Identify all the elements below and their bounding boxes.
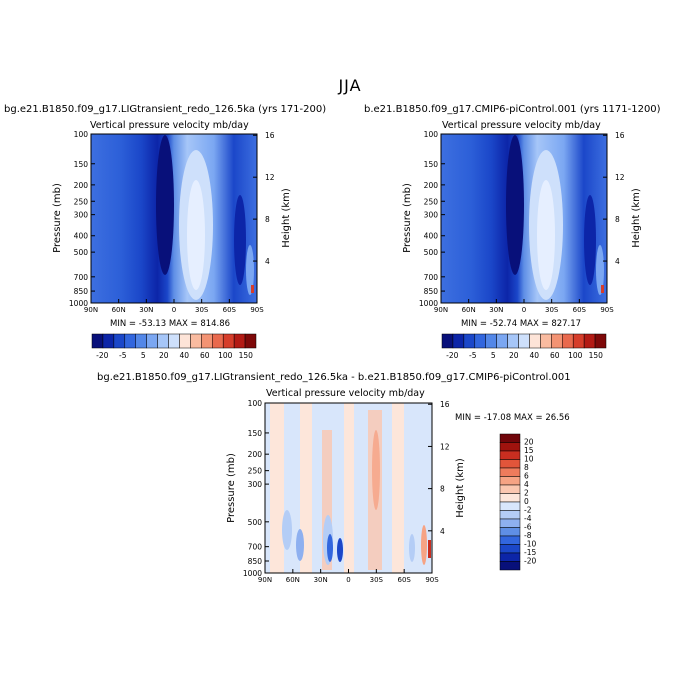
- colorbar-swatch: [157, 333, 169, 349]
- x-tick-label: 90N: [84, 306, 98, 314]
- colorbar-label: 100: [218, 351, 233, 360]
- x-tick-label: 60N: [112, 306, 126, 314]
- panel1-colorbar: -20 -5 5 20 40 60 100 150: [91, 333, 257, 360]
- panel3-stats: MIN = -17.08 MAX = 26.56: [455, 413, 570, 423]
- x-tick-label: 0: [172, 306, 176, 314]
- panel1-stats: MIN = -53.13 MAX = 814.86: [110, 319, 231, 329]
- panel2-stats: MIN = -52.74 MAX = 827.17: [461, 319, 582, 329]
- colorbar-swatch: [135, 333, 147, 349]
- y-tick-label: 700: [74, 273, 89, 282]
- right-tick-label: 12: [265, 173, 275, 182]
- colorbar-label: 150: [239, 351, 254, 360]
- colorbar-label: 60: [200, 351, 210, 360]
- colorbar-swatch: [190, 333, 202, 349]
- x-tick-label: 60S: [223, 306, 237, 314]
- y-tick-label: 200: [74, 181, 89, 190]
- colorbar-swatch: [168, 333, 180, 349]
- y-tick-label: 400: [74, 232, 89, 241]
- panel1-title: bg.e21.B1850.f09_g17.LIGtransient_redo_1…: [4, 104, 327, 115]
- panel1-subtitle: Vertical pressure velocity mb/day: [90, 120, 249, 131]
- y-tick-label: 150: [74, 160, 89, 169]
- colorbar-swatch: [113, 333, 126, 349]
- panel1-ylabel: Pressure (mb): [52, 183, 63, 253]
- colorbar-swatch: [201, 333, 213, 349]
- colorbar-label: 40: [179, 351, 189, 360]
- colorbar-swatch: [233, 333, 246, 349]
- panel2-subtitle: Vertical pressure velocity mb/day: [442, 120, 601, 131]
- right-tick-label: 16: [265, 131, 275, 140]
- y-tick-label: 100: [74, 130, 89, 139]
- colorbar-swatch: [222, 333, 235, 349]
- x-tick-label: 30S: [195, 306, 209, 314]
- right-tick-label: 4: [265, 257, 270, 266]
- colorbar-swatch: [179, 333, 191, 349]
- panel3-subtitle: Vertical pressure velocity mb/day: [266, 388, 425, 399]
- colorbar-label: 20: [159, 351, 169, 360]
- colorbar-swatch: [124, 333, 136, 349]
- y-tick-label: 1000: [69, 299, 88, 308]
- panel1-ylabel-right: Height (km): [281, 188, 292, 248]
- colorbar-label: -20: [96, 351, 108, 360]
- colorbar-swatch: [91, 333, 104, 349]
- panel1-x-axis: 90N 60N 30N 0 30S 60S 90S: [84, 299, 264, 314]
- x-tick-label: 30N: [139, 306, 153, 314]
- panel1-y-axis: 100 150 200 250 300 400 500 700 850 1000: [69, 130, 95, 308]
- panel2-title: b.e21.B1850.f09_g17.CMIP6-piControl.001 …: [364, 104, 661, 115]
- colorbar-swatch: [244, 333, 257, 349]
- colorbar-label: -5: [119, 351, 127, 360]
- colorbar-swatch: [212, 333, 224, 349]
- panel3-title: bg.e21.B1850.f09_g17.LIGtransient_redo_1…: [97, 372, 571, 383]
- season-title: JJA: [338, 76, 362, 95]
- colorbar-swatch: [102, 333, 115, 349]
- colorbar-swatch: [146, 333, 158, 349]
- y-tick-label: 850: [74, 287, 89, 296]
- y-tick-label: 300: [74, 211, 89, 220]
- x-tick-label: 90S: [250, 306, 264, 314]
- y-tick-label: 250: [74, 197, 89, 206]
- right-tick-label: 8: [265, 215, 270, 224]
- colorbar-label: 5: [141, 351, 146, 360]
- y-tick-label: 500: [74, 248, 89, 257]
- panel1-right-axis: 4 8 12 16: [253, 131, 275, 266]
- panel1-plot: [91, 134, 257, 303]
